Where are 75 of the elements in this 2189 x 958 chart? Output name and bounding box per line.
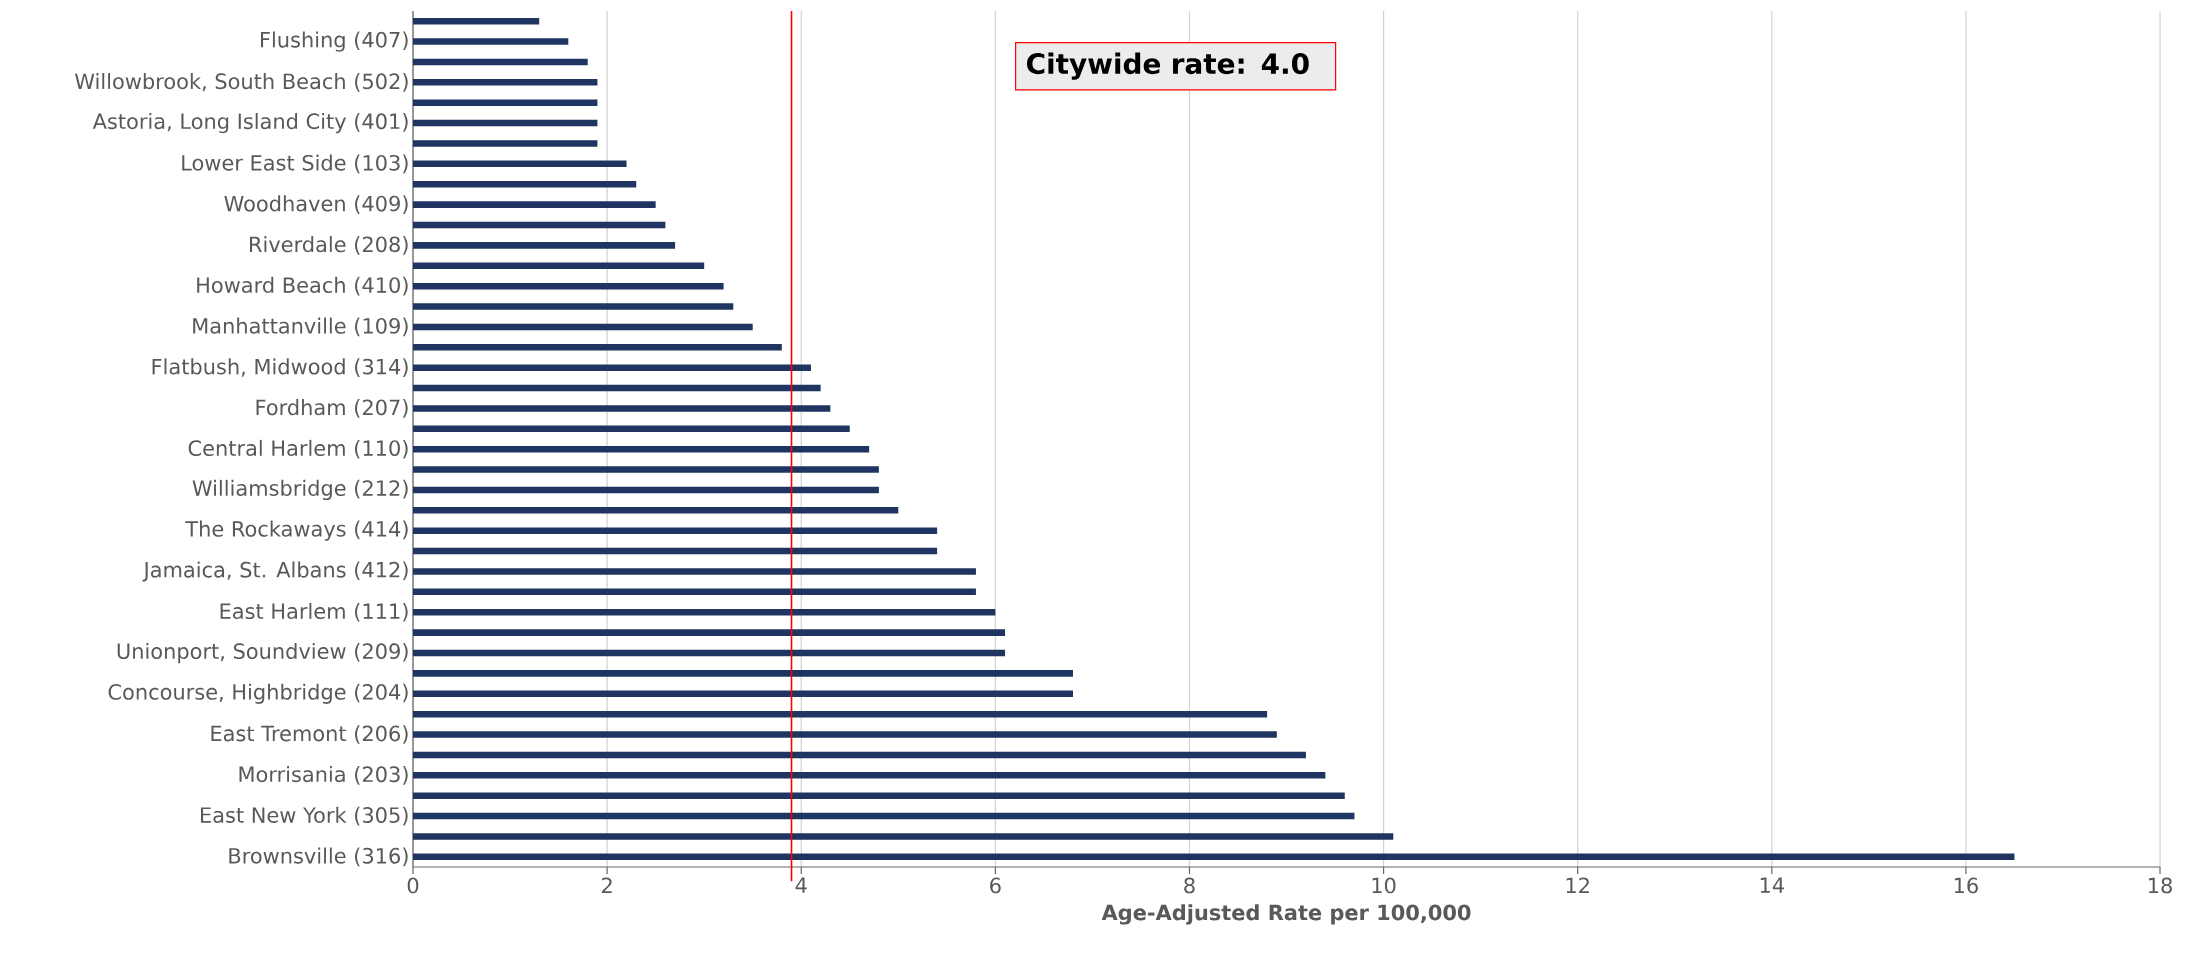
bar (413, 160, 627, 168)
bar (413, 344, 782, 351)
annotation: Citywide rate: 4.0 (1027, 52, 1309, 80)
bar (413, 812, 1355, 820)
bar (413, 323, 753, 331)
x-tick-label: 4 (795, 877, 807, 893)
y-tick-label: Williamsbridge (212) (192, 479, 408, 501)
bar (413, 731, 1277, 738)
y-tick-label: Riverdale (208) (250, 236, 408, 255)
bar (413, 751, 1306, 759)
y-tick-label: East Harlem (111) (220, 602, 408, 622)
bar (413, 364, 811, 371)
y-tick-label: Howard Beach (410) (197, 276, 408, 296)
x-tick-label: 16 (1954, 877, 1978, 894)
bar (413, 527, 938, 534)
bar (413, 568, 976, 575)
bar (413, 17, 540, 25)
y-tick-label: Flatbush, Midwood (314) (152, 358, 408, 377)
bar (413, 690, 1073, 698)
x-tick-label: 12 (1566, 877, 1589, 894)
bar (413, 38, 569, 45)
bar (413, 486, 879, 494)
bar (413, 547, 938, 555)
bar (413, 670, 1073, 677)
bar (413, 282, 724, 290)
x-tick-label: 14 (1760, 877, 1784, 893)
bar (413, 303, 734, 310)
bar (413, 405, 831, 412)
y-tick-label: East New York (305) (201, 806, 408, 826)
bar (413, 772, 1326, 779)
y-tick-label: Brownsville (316) (229, 847, 408, 867)
bar (413, 466, 879, 473)
y-tick-label: Manhattanville (109) (193, 317, 408, 337)
y-tick-label: Jamaica, St. Albans (412) (142, 561, 408, 582)
bar (413, 242, 676, 249)
bar (413, 507, 899, 514)
y-tick-label: Lower East Side (103) (182, 154, 408, 174)
bar (413, 649, 1006, 657)
x-tick-label: 6 (990, 877, 1001, 894)
bar (413, 221, 666, 229)
x-tick-label: 0 (407, 877, 419, 894)
y-tick-label: East Tremont (206) (211, 725, 408, 744)
bar (413, 119, 598, 127)
y-tick-label: The Rockaways (414) (185, 520, 408, 541)
bar (413, 629, 1006, 636)
bar (413, 445, 870, 453)
bar (413, 201, 656, 208)
y-tick-label: Woodhaven (409) (224, 195, 408, 214)
bar (413, 425, 850, 433)
x-axis-title: Age-Adjusted Rate per 100,000 (1101, 904, 1471, 925)
bar (413, 79, 598, 86)
y-tick-label: Morrisania (203) (239, 765, 408, 785)
y-tick-label: Central Harlem (110) (188, 439, 408, 459)
bar (413, 792, 1345, 799)
bar (413, 99, 598, 106)
bar (413, 58, 588, 66)
y-tick-label: Astoria, Long Island City (401) (92, 112, 408, 134)
bar (413, 608, 996, 616)
bar (413, 180, 637, 188)
x-tick-label: 10 (1372, 877, 1396, 894)
bar (413, 140, 598, 147)
y-tick-label: Concourse, Highbridge (204) (108, 683, 408, 704)
bar (413, 710, 1268, 718)
bar (413, 384, 821, 392)
bar (413, 853, 2015, 861)
bar (413, 833, 1394, 840)
bar (413, 262, 705, 270)
x-tick-label: 18 (2149, 877, 2172, 894)
x-tick-label: 2 (602, 877, 612, 894)
bar (413, 588, 976, 596)
y-tick-label: Flushing (407) (261, 31, 408, 52)
y-tick-label: Fordham (207) (256, 399, 408, 418)
y-tick-label: Unionport, Soundview (209) (117, 642, 408, 664)
x-tick-label: 8 (1184, 877, 1195, 894)
y-tick-label: Willowbrook, South Beach (502) (74, 73, 408, 92)
